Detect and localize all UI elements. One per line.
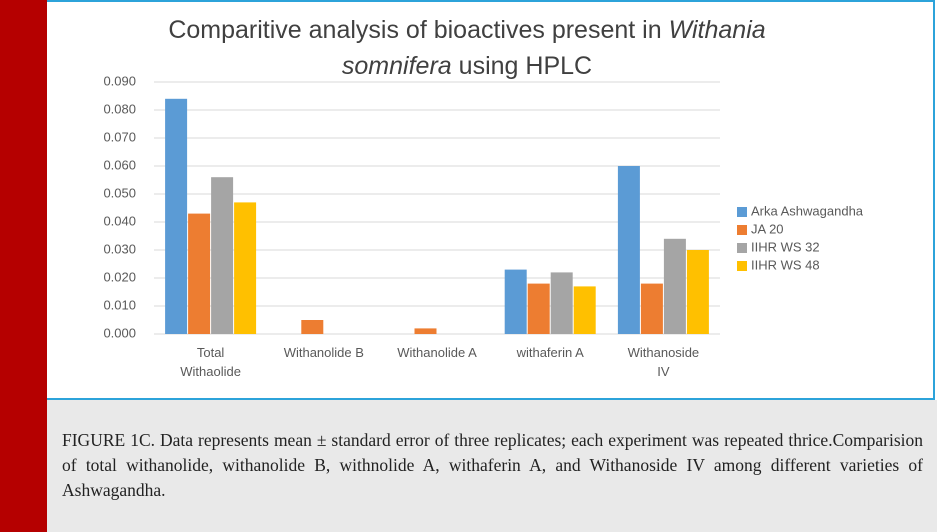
x-tick-label: Withanolide A xyxy=(397,345,477,360)
legend-label: JA 20 xyxy=(751,221,784,236)
x-tick-label: withaferin A xyxy=(516,345,584,360)
chart-title-line: somnifera using HPLC xyxy=(342,52,592,80)
caption-box: FIGURE 1C. Data represents mean ± standa… xyxy=(47,400,937,532)
y-tick-label: 0.030 xyxy=(103,241,136,256)
bar xyxy=(301,320,324,334)
y-tick-label: 0.010 xyxy=(103,297,136,312)
bar xyxy=(414,328,437,334)
bar xyxy=(211,177,234,334)
y-tick-label: 0.080 xyxy=(103,101,136,116)
side-bar xyxy=(0,0,47,532)
bar xyxy=(640,283,663,334)
chart-title: Withania xyxy=(669,16,766,44)
bar xyxy=(165,98,188,334)
y-tick-label: 0.090 xyxy=(103,73,136,88)
caption: FIGURE 1C. Data represents mean ± standa… xyxy=(62,430,923,500)
y-tick-label: 0.020 xyxy=(103,269,136,284)
legend-swatch xyxy=(737,207,747,217)
bar xyxy=(188,213,211,334)
bar xyxy=(550,272,573,334)
legend-swatch xyxy=(737,225,747,235)
bar xyxy=(527,283,550,334)
bar xyxy=(686,250,709,334)
x-tick-label: Withanoside IV xyxy=(627,345,700,379)
bar xyxy=(663,238,686,334)
legend-label: Arka Ashwagandha xyxy=(751,203,864,218)
y-tick-label: 0.000 xyxy=(103,325,136,340)
y-tick-label: 0.040 xyxy=(103,213,136,228)
legend-swatch xyxy=(737,243,747,253)
legend-swatch xyxy=(737,261,747,271)
chart: Comparitive analysis of bioactives prese… xyxy=(103,16,864,341)
chart-title: Comparitive analysis of bioactives prese… xyxy=(168,16,661,44)
x-tick-label: Total Withaolide xyxy=(180,345,241,379)
chart-title: using HPLC xyxy=(459,52,592,80)
legend-label: IIHR WS 48 xyxy=(751,257,820,272)
chart-title-line: Comparitive analysis of bioactives prese… xyxy=(168,16,765,44)
chart-title: somnifera xyxy=(342,52,452,80)
x-tick-label: Withanolide B xyxy=(283,345,364,360)
bar xyxy=(234,202,257,334)
y-tick-label: 0.070 xyxy=(103,129,136,144)
bar xyxy=(573,286,596,334)
bar xyxy=(504,269,527,334)
y-tick-label: 0.050 xyxy=(103,185,136,200)
bar xyxy=(617,166,640,334)
y-tick-label: 0.060 xyxy=(103,157,136,172)
legend-label: IIHR WS 32 xyxy=(751,239,820,254)
